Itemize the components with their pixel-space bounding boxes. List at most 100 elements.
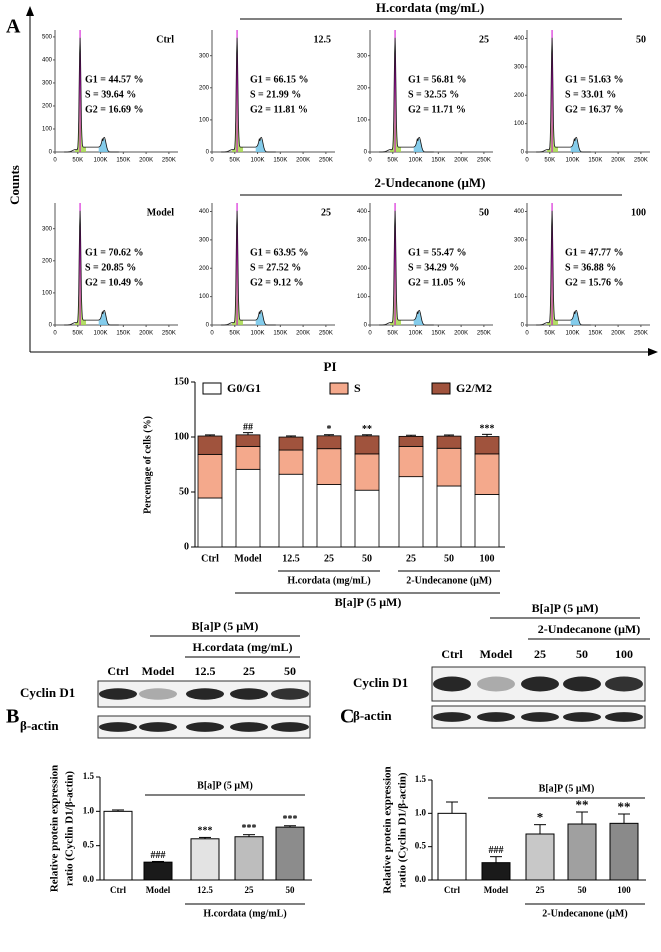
lane-label: 100	[615, 647, 633, 661]
panel-name: Model	[147, 207, 174, 218]
axis-title: Relative protein expression	[49, 765, 61, 892]
x-tick-label: 50K	[229, 331, 240, 337]
bar-segment	[354, 435, 380, 455]
x-tick-label: Ctrl	[201, 553, 219, 564]
significance: **	[618, 799, 631, 814]
x-tick-label: 100	[480, 553, 495, 564]
y-tick-label: 400	[42, 58, 53, 64]
bar	[481, 862, 511, 881]
blot-band	[605, 676, 643, 692]
x-tick-label: 0	[368, 158, 372, 164]
bar-segment	[278, 436, 304, 451]
row-label: Cyclin D1	[353, 675, 408, 690]
phase-stat: S = 27.52 %	[250, 262, 301, 273]
arrow	[648, 348, 658, 356]
y-tick-label: 200	[514, 93, 525, 99]
x-tick-label: 50K	[387, 331, 398, 337]
x-tick-label: 0	[210, 158, 214, 164]
x-tick-label: Model	[146, 885, 171, 895]
y-tick-label: 0	[521, 323, 525, 329]
y-tick-label: 200	[199, 266, 210, 272]
x-tick-label: 250K	[162, 158, 176, 164]
bar-segment	[398, 445, 424, 478]
lane-label: 12.5	[195, 664, 216, 678]
phase-stat: G2 = 11.71 %	[408, 104, 466, 115]
phase-stat: G2 = 16.69 %	[85, 104, 143, 115]
y-tick-label: 200	[199, 85, 210, 91]
blot-band	[433, 676, 471, 692]
y-tick-label: 0	[206, 150, 210, 156]
x-tick-label: Model	[484, 885, 509, 895]
x-tick-label: 150K	[431, 331, 445, 337]
significance: **	[576, 797, 589, 812]
blot-band	[271, 722, 309, 732]
group-label: 2-Undecanone (μM)	[406, 575, 491, 586]
histogram-curve	[64, 37, 119, 153]
histogram-curve	[379, 210, 434, 326]
row-label: β-actin	[353, 708, 392, 723]
blot-band	[139, 722, 177, 732]
x-tick-label: 50K	[72, 331, 83, 337]
bar	[525, 833, 555, 881]
lane-label: Ctrl	[441, 647, 463, 661]
x-tick-label: 100K	[566, 331, 580, 337]
bracket-label: B[a]P (5 μM)	[197, 780, 253, 791]
bar-segment	[354, 489, 380, 548]
x-tick-label: 150K	[116, 158, 130, 164]
group-title: H.cordata (mg/mL)	[376, 0, 484, 15]
phase-stat: G1 = 55.47 %	[408, 247, 466, 258]
lane-label: 50	[576, 647, 588, 661]
y-tick-label: 300	[199, 53, 210, 59]
y-tick-label: 150	[174, 376, 189, 387]
treatment-label: B[a]P (5 μM)	[192, 619, 259, 633]
x-tick-label: Ctrl	[444, 885, 460, 895]
y-tick-label: 0.5	[415, 841, 427, 851]
treatment-label: B[a]P (5 μM)	[335, 595, 402, 609]
y-tick-label: 0	[364, 150, 368, 156]
bar	[103, 810, 133, 881]
y-tick-label: 100	[514, 121, 525, 127]
x-tick-label: 0	[53, 158, 57, 164]
x-tick-label: 150K	[588, 158, 602, 164]
significance: ***	[198, 826, 213, 837]
y-tick-label: 1.0	[83, 805, 95, 815]
bar-segment	[316, 448, 342, 485]
x-tick-label: 100K	[409, 158, 423, 164]
y-tick-label: 0.0	[83, 874, 95, 884]
y-tick-label: 0	[364, 323, 368, 329]
lane-label: 50	[284, 664, 296, 678]
x-tick-label: 200K	[296, 158, 310, 164]
significance: ##	[243, 422, 253, 433]
axis-title: ratio (Cyclin D1/β-actin)	[64, 771, 76, 886]
axis-title: Relative protein expression	[382, 766, 394, 893]
bar	[275, 826, 305, 881]
y-tick-label: 100	[199, 117, 210, 123]
x-tick-label: 100K	[94, 158, 108, 164]
panel-label: B	[6, 706, 19, 728]
phase-stat: G1 = 70.62 %	[85, 247, 143, 258]
y-tick-label: 200	[357, 266, 368, 272]
arrow	[26, 6, 34, 16]
phase-stat: G2 = 11.05 %	[408, 277, 466, 288]
x-tick-label: 50K	[387, 158, 398, 164]
y-tick-label: 300	[514, 237, 525, 243]
y-tick-label: 400	[514, 36, 525, 42]
x-tick-label: 0	[210, 331, 214, 337]
histogram-curve	[536, 37, 591, 153]
y-tick-label: 0	[49, 323, 53, 329]
significance: ###	[151, 850, 166, 861]
histogram-curve	[64, 210, 119, 326]
legend-swatch	[329, 382, 349, 395]
x-tick-label: 100K	[566, 158, 580, 164]
x-tick-label: 150K	[273, 331, 287, 337]
axis-title: Counts	[7, 165, 22, 205]
significance: ***	[283, 814, 298, 825]
phase-stat: S = 36.88 %	[565, 262, 616, 273]
panel-name: 100	[631, 207, 646, 218]
y-tick-label: 200	[357, 85, 368, 91]
lane-label: 25	[243, 664, 255, 678]
group-title: 2-Undecanone (μM)	[375, 175, 486, 190]
phase-stat: S = 33.01 %	[565, 89, 616, 100]
x-tick-label: 250K	[319, 331, 333, 337]
